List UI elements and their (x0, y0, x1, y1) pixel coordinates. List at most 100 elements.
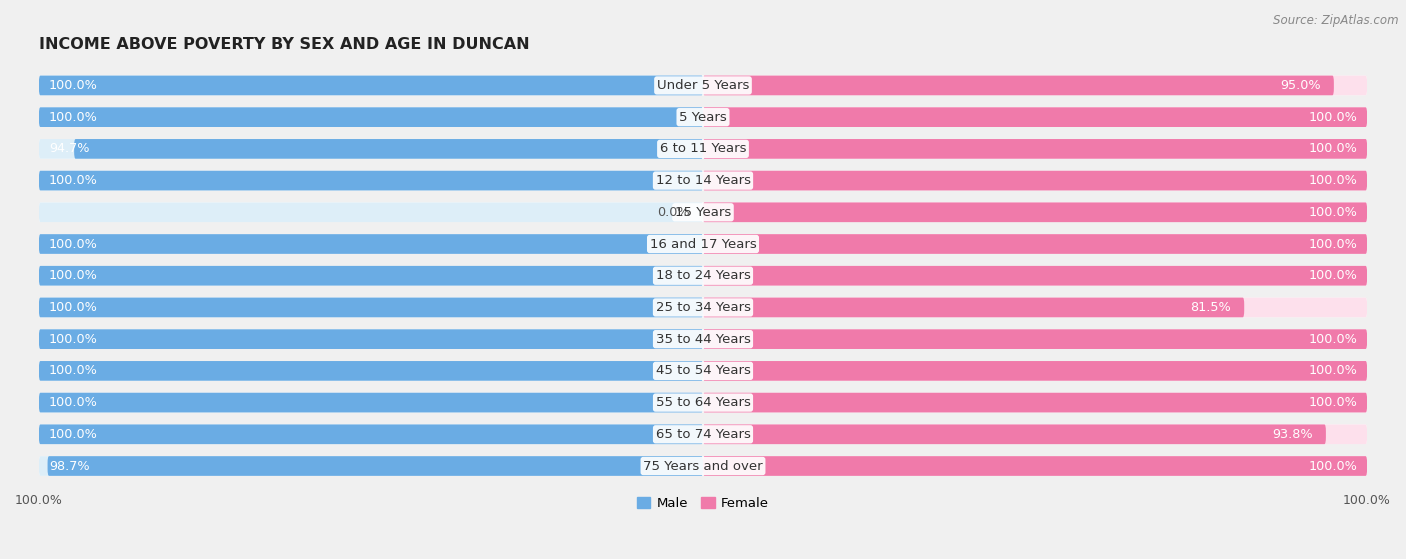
FancyBboxPatch shape (39, 75, 703, 95)
Text: 12 to 14 Years: 12 to 14 Years (655, 174, 751, 187)
FancyBboxPatch shape (703, 361, 1367, 381)
FancyBboxPatch shape (39, 139, 1367, 159)
FancyBboxPatch shape (703, 75, 1334, 95)
FancyBboxPatch shape (39, 266, 1367, 286)
Text: 100.0%: 100.0% (49, 269, 98, 282)
Text: 100.0%: 100.0% (1308, 396, 1357, 409)
FancyBboxPatch shape (703, 329, 1367, 349)
FancyBboxPatch shape (75, 139, 703, 159)
Text: 45 to 54 Years: 45 to 54 Years (655, 364, 751, 377)
FancyBboxPatch shape (39, 361, 1367, 381)
FancyBboxPatch shape (39, 329, 703, 349)
FancyBboxPatch shape (703, 297, 1367, 318)
FancyBboxPatch shape (39, 456, 703, 476)
Text: 75 Years and over: 75 Years and over (643, 459, 763, 472)
Text: 35 to 44 Years: 35 to 44 Years (655, 333, 751, 345)
Legend: Male, Female: Male, Female (631, 492, 775, 515)
FancyBboxPatch shape (703, 202, 1367, 222)
Text: 100.0%: 100.0% (49, 238, 98, 250)
FancyBboxPatch shape (703, 75, 1367, 95)
Text: 15 Years: 15 Years (675, 206, 731, 219)
FancyBboxPatch shape (39, 329, 1367, 349)
FancyBboxPatch shape (39, 170, 703, 191)
FancyBboxPatch shape (39, 393, 703, 413)
FancyBboxPatch shape (39, 424, 1367, 444)
Text: 93.8%: 93.8% (1272, 428, 1313, 441)
FancyBboxPatch shape (39, 139, 703, 159)
FancyBboxPatch shape (703, 456, 1367, 476)
Text: 100.0%: 100.0% (1308, 459, 1357, 472)
FancyBboxPatch shape (703, 170, 1367, 191)
FancyBboxPatch shape (703, 202, 1367, 222)
FancyBboxPatch shape (39, 361, 703, 381)
Text: 0.0%: 0.0% (657, 206, 690, 219)
Text: 100.0%: 100.0% (49, 111, 98, 124)
FancyBboxPatch shape (39, 297, 1367, 318)
Text: 100.0%: 100.0% (49, 364, 98, 377)
FancyBboxPatch shape (39, 424, 703, 444)
Text: 100.0%: 100.0% (1308, 111, 1357, 124)
Text: 100.0%: 100.0% (49, 301, 98, 314)
Text: 100.0%: 100.0% (49, 79, 98, 92)
FancyBboxPatch shape (39, 234, 1367, 254)
Text: 100.0%: 100.0% (1308, 333, 1357, 345)
FancyBboxPatch shape (703, 329, 1367, 349)
FancyBboxPatch shape (39, 329, 703, 349)
FancyBboxPatch shape (39, 456, 1367, 476)
FancyBboxPatch shape (39, 75, 703, 95)
Text: 65 to 74 Years: 65 to 74 Years (655, 428, 751, 441)
Text: 25 to 34 Years: 25 to 34 Years (655, 301, 751, 314)
FancyBboxPatch shape (39, 107, 703, 127)
FancyBboxPatch shape (39, 266, 703, 286)
Text: 100.0%: 100.0% (1308, 174, 1357, 187)
Text: 100.0%: 100.0% (49, 174, 98, 187)
FancyBboxPatch shape (703, 107, 1367, 127)
Text: 100.0%: 100.0% (1308, 364, 1357, 377)
Text: 100.0%: 100.0% (49, 428, 98, 441)
Text: 100.0%: 100.0% (1308, 143, 1357, 155)
FancyBboxPatch shape (703, 266, 1367, 286)
FancyBboxPatch shape (39, 424, 703, 444)
FancyBboxPatch shape (703, 107, 1367, 127)
FancyBboxPatch shape (703, 393, 1367, 413)
FancyBboxPatch shape (39, 107, 1367, 127)
Text: 100.0%: 100.0% (49, 396, 98, 409)
Text: 100.0%: 100.0% (1308, 238, 1357, 250)
Text: 98.7%: 98.7% (49, 459, 90, 472)
FancyBboxPatch shape (39, 170, 703, 191)
FancyBboxPatch shape (39, 202, 1367, 222)
FancyBboxPatch shape (703, 139, 1367, 159)
Text: 16 and 17 Years: 16 and 17 Years (650, 238, 756, 250)
Text: 55 to 64 Years: 55 to 64 Years (655, 396, 751, 409)
Text: 95.0%: 95.0% (1279, 79, 1320, 92)
FancyBboxPatch shape (703, 456, 1367, 476)
FancyBboxPatch shape (39, 75, 1367, 95)
Text: 100.0%: 100.0% (1308, 269, 1357, 282)
Text: 5 Years: 5 Years (679, 111, 727, 124)
Text: 94.7%: 94.7% (49, 143, 90, 155)
FancyBboxPatch shape (703, 139, 1367, 159)
FancyBboxPatch shape (39, 234, 703, 254)
FancyBboxPatch shape (39, 297, 703, 318)
Text: 100.0%: 100.0% (1308, 206, 1357, 219)
Text: 100.0%: 100.0% (49, 333, 98, 345)
FancyBboxPatch shape (48, 456, 703, 476)
FancyBboxPatch shape (703, 424, 1326, 444)
FancyBboxPatch shape (703, 234, 1367, 254)
FancyBboxPatch shape (703, 424, 1367, 444)
Text: 81.5%: 81.5% (1191, 301, 1230, 314)
FancyBboxPatch shape (39, 361, 703, 381)
Text: INCOME ABOVE POVERTY BY SEX AND AGE IN DUNCAN: INCOME ABOVE POVERTY BY SEX AND AGE IN D… (39, 37, 530, 53)
FancyBboxPatch shape (39, 266, 703, 286)
FancyBboxPatch shape (39, 393, 1367, 413)
FancyBboxPatch shape (703, 393, 1367, 413)
Text: 18 to 24 Years: 18 to 24 Years (655, 269, 751, 282)
FancyBboxPatch shape (39, 170, 1367, 191)
FancyBboxPatch shape (703, 234, 1367, 254)
FancyBboxPatch shape (39, 297, 703, 318)
FancyBboxPatch shape (39, 107, 703, 127)
FancyBboxPatch shape (39, 393, 703, 413)
Text: Source: ZipAtlas.com: Source: ZipAtlas.com (1274, 14, 1399, 27)
FancyBboxPatch shape (39, 202, 703, 222)
FancyBboxPatch shape (703, 297, 1244, 318)
